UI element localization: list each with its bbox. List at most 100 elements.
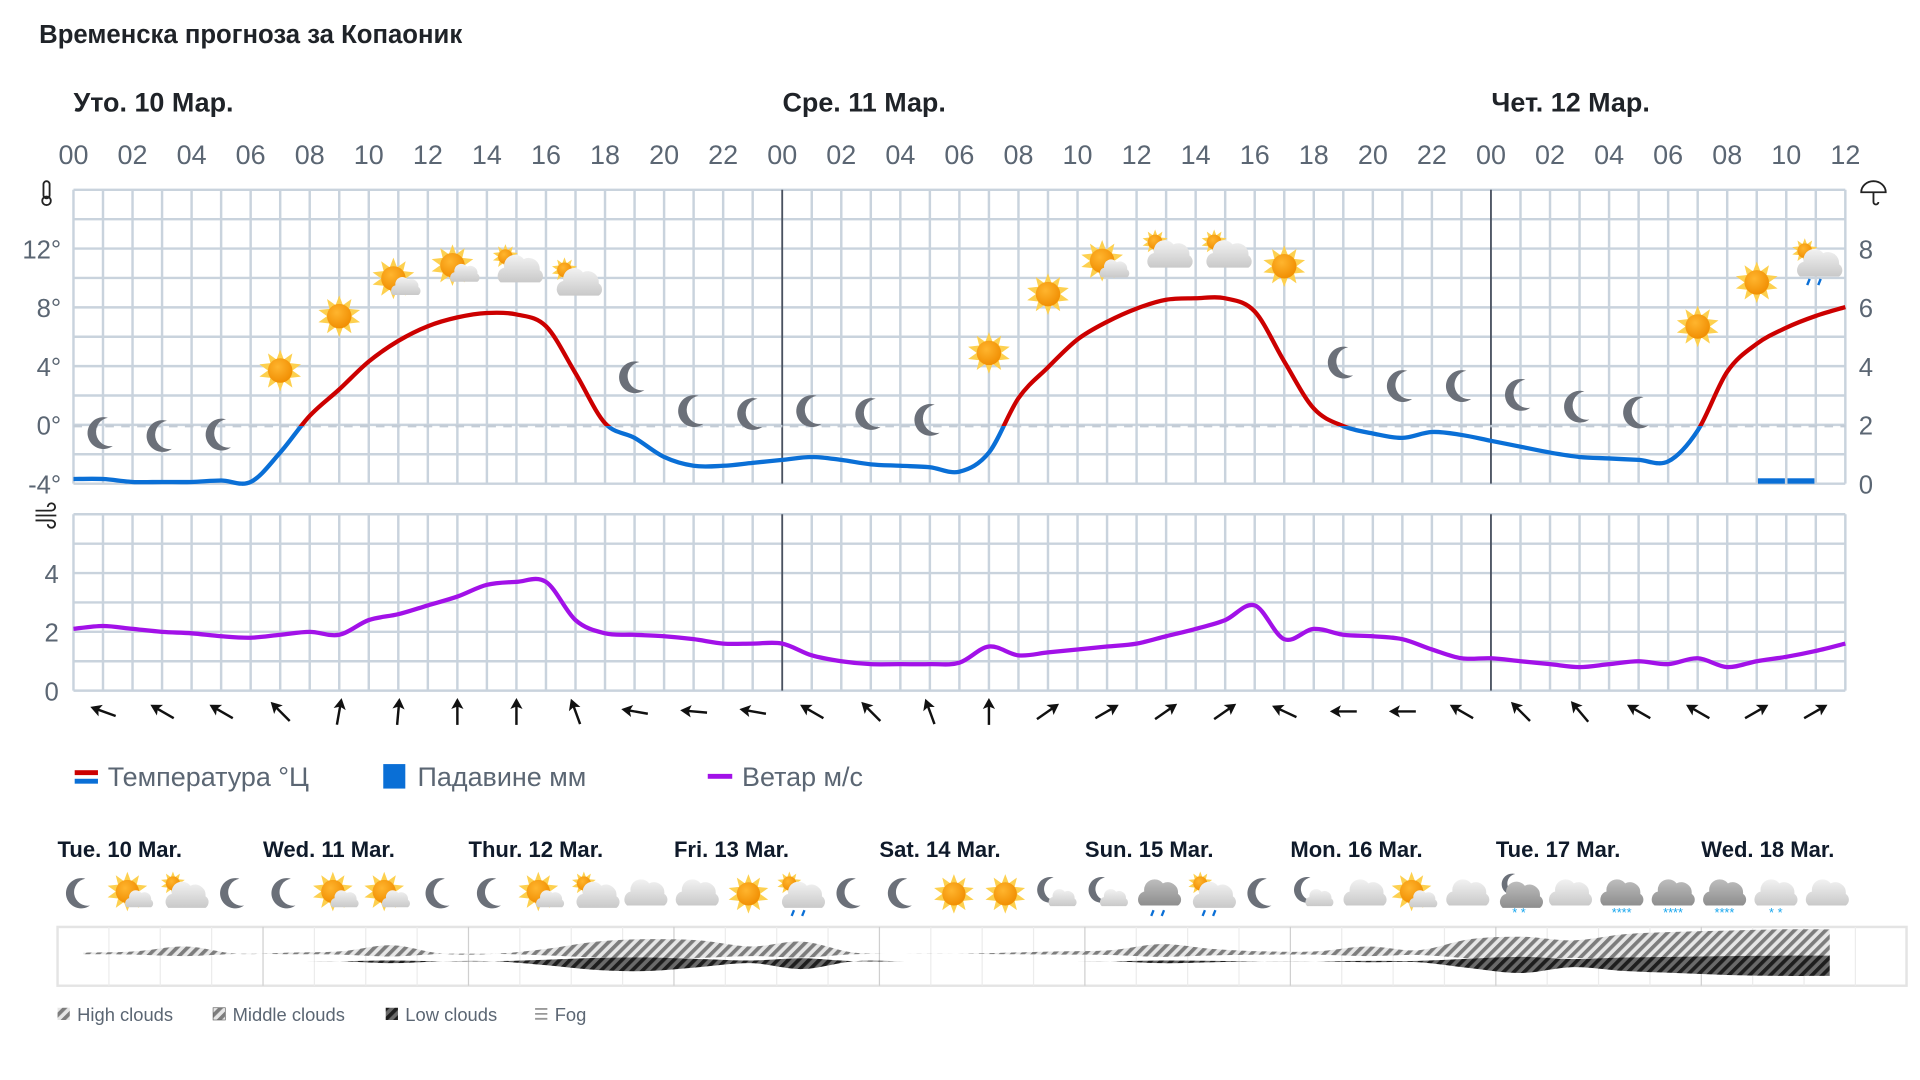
hour-label: 06 <box>236 140 266 170</box>
thermometer-icon <box>41 180 52 207</box>
arrow-shaft <box>335 703 342 725</box>
forecast-day-label: Tue. 10 Mar. <box>58 837 182 862</box>
temperature-line-above-zero <box>298 295 1846 427</box>
arrow-shaft <box>926 704 936 725</box>
forecast-day-label: Wed. 11 Mar. <box>263 837 395 862</box>
arrow-shaft <box>214 706 234 720</box>
wind-arrow <box>1510 701 1531 722</box>
hour-label: 02 <box>118 140 148 170</box>
arrow-head <box>1223 703 1237 716</box>
cloud-icon <box>1805 879 1849 906</box>
sun-behind-cloud-icon <box>493 244 543 282</box>
sun-icon <box>985 874 1026 914</box>
precip-tick-label: 4 <box>1859 354 1873 382</box>
sun-icon <box>1676 305 1719 348</box>
precip-tick-label: 2 <box>1859 413 1873 441</box>
middle-clouds-swatch <box>212 1007 226 1021</box>
wind-arrow <box>1213 703 1237 721</box>
low-clouds-band <box>83 955 1830 976</box>
wind-direction-arrows <box>90 697 1828 725</box>
forecast-day-label: Sat. 14 Mar. <box>879 837 1000 862</box>
arrow-head <box>800 704 813 716</box>
moon-icon <box>914 403 940 436</box>
hour-label: 20 <box>649 140 679 170</box>
wind-tick-label: 2 <box>44 620 58 648</box>
sun-icon <box>968 332 1010 374</box>
moon-cloud-icon <box>1089 877 1128 906</box>
hour-label: 12 <box>1830 140 1860 170</box>
arrow-head <box>451 697 464 709</box>
temp-tick-label: 0° <box>37 413 62 441</box>
hour-label: 00 <box>1476 140 1506 170</box>
sun-behind-cloud-rain-icon <box>777 872 825 916</box>
cloud-snow-heavy-icon <box>1703 879 1746 920</box>
wind-arrow <box>1036 703 1060 721</box>
wind-arrow <box>1094 704 1119 720</box>
arrow-shaft <box>1514 705 1531 722</box>
arrow-head <box>621 704 634 718</box>
moon-icon <box>1386 370 1413 402</box>
high-clouds-swatch <box>57 1007 70 1020</box>
moon-icon <box>678 395 704 427</box>
arrow-head <box>1686 704 1699 716</box>
day-header: Уто. 10 Мар. <box>73 87 233 117</box>
wind-arrow <box>1686 704 1710 720</box>
hour-label: 12 <box>413 140 443 170</box>
forecast-day-label: Tue. 17 Mar. <box>1496 837 1620 862</box>
hour-label: 04 <box>885 140 915 170</box>
arrow-head <box>1814 704 1828 716</box>
moon-icon <box>65 878 90 909</box>
arrow-shaft <box>1036 706 1055 721</box>
arrow-head <box>680 705 692 718</box>
cloud-strip <box>56 925 1908 987</box>
moon-cloud-icon <box>1294 877 1333 906</box>
wind-arrow <box>392 698 405 725</box>
arrow-shaft <box>274 705 291 722</box>
sun-behind-cloud-icon <box>572 872 620 908</box>
wind-arrow <box>209 704 234 720</box>
sun-behind-cloud-icon <box>161 872 209 908</box>
moon-icon <box>1623 396 1649 429</box>
moon-icon <box>1445 370 1472 402</box>
hour-label: 20 <box>1358 140 1388 170</box>
arrow-head <box>90 704 103 717</box>
sun-cloud-icon <box>432 244 480 286</box>
forecast-days: Tue. 10 Mar. Wed. 11 Mar. Thur. 12 Mar. Fri… <box>58 837 1835 862</box>
wind-arrow <box>680 705 708 718</box>
forecast-day-label: Mon. 16 Mar. <box>1290 837 1422 862</box>
legend-temperature: Температура °Ц <box>108 762 309 792</box>
wind-arrow <box>1449 704 1474 720</box>
day-header: Сре. 11 Мар. <box>782 87 945 117</box>
moon-icon <box>425 878 450 909</box>
moon-icon <box>87 417 113 449</box>
forecast-icons <box>65 872 1849 921</box>
hour-label: 16 <box>1240 140 1270 170</box>
hour-label: 04 <box>177 140 207 170</box>
cloud-snow-heavy-icon <box>1600 879 1643 920</box>
hour-label: 18 <box>590 140 620 170</box>
arrow-shaft <box>1277 707 1297 719</box>
arrow-head <box>150 704 164 716</box>
legend-fog: Fog <box>555 1004 587 1025</box>
moon-icon <box>205 418 231 451</box>
wind-arrow <box>150 704 175 720</box>
arrow-head <box>739 704 752 718</box>
hour-label: 08 <box>295 140 325 170</box>
umbrella-icon <box>1860 180 1887 206</box>
arrow-shaft <box>1690 706 1710 720</box>
cloud-icon <box>1446 879 1490 906</box>
sun-icon <box>1735 261 1778 304</box>
moon-icon <box>271 878 296 909</box>
hour-label: 00 <box>767 140 797 170</box>
sun-icon <box>934 874 974 914</box>
forecast-day-label: Thur. 12 Mar. <box>468 837 603 862</box>
moon-icon <box>1247 878 1272 909</box>
wind-arrow <box>982 697 996 725</box>
cloud-legend: High clouds Middle clouds Low clouds Fog <box>57 1004 587 1025</box>
arrow-shaft <box>155 706 175 720</box>
arrow-shaft <box>1631 706 1651 720</box>
cloud-icon <box>624 879 668 906</box>
temp-tick-label: 12° <box>22 236 61 264</box>
sun-cloud-icon <box>1081 240 1129 282</box>
hour-label: 00 <box>58 140 88 170</box>
